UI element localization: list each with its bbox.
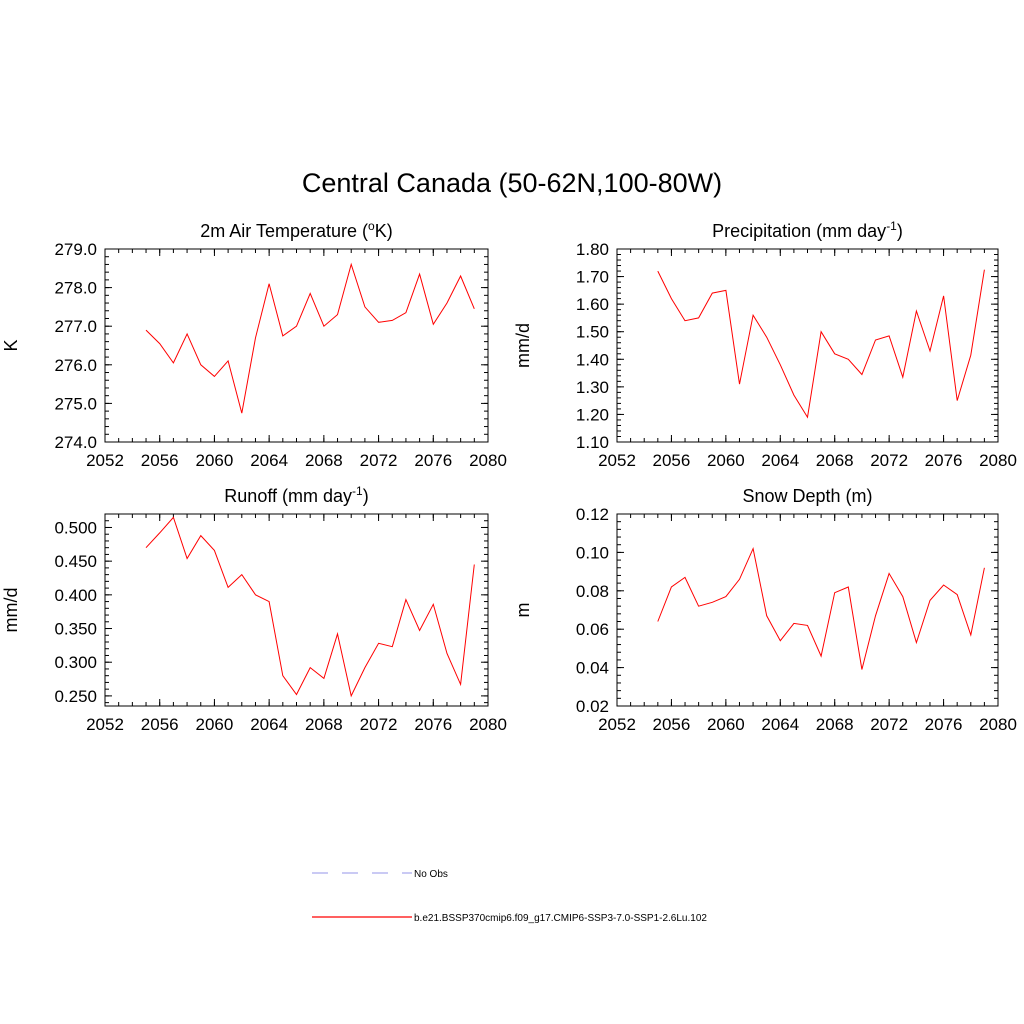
y-tick-label: 274.0: [54, 433, 97, 452]
legend-label: b.e21.BSSP370cmip6.f09_g17.CMIP6-SSP3-7.…: [414, 913, 707, 924]
panel-title-suffix: K): [375, 221, 393, 241]
chart-panel-3: Runoff (mm day-1) mm/d 0.250 0.300 0.350 0.40…: [1, 484, 507, 734]
x-tick-label: 2052: [598, 715, 636, 734]
plot-frame: [104, 248, 489, 443]
panel-title-superscript: o: [368, 219, 375, 233]
panel-title: Precipitation (mm day-1): [712, 219, 903, 241]
y-tick-label: 0.350: [54, 620, 97, 639]
x-tick-label: 2068: [305, 715, 343, 734]
x-tick-label: 2068: [305, 451, 343, 470]
series-line: [657, 546, 985, 670]
x-tick-label: 2080: [979, 451, 1017, 470]
x-tick-label: 2072: [870, 451, 908, 470]
panel-title-superscript: -1: [352, 484, 363, 498]
y-tick-label: 278.0: [54, 279, 97, 298]
x-tick-label: 2072: [360, 451, 398, 470]
y-tick-label: 1.80: [576, 240, 609, 259]
panel-title-text: 2m Air Temperature (: [200, 221, 368, 241]
panel-title-text: Snow Depth (m): [742, 486, 872, 506]
x-tick-label: 2072: [360, 715, 398, 734]
y-tick-label: 0.12: [576, 505, 609, 524]
y-tick-label: 0.300: [54, 653, 97, 672]
y-tick-label: 0.06: [576, 620, 609, 639]
y-tick-label: 275.0: [54, 394, 97, 413]
y-tick-label: 0.400: [54, 586, 97, 605]
panel-title-suffix: ): [363, 486, 369, 506]
x-tick-label: 2080: [469, 715, 507, 734]
x-tick-label: 2080: [979, 715, 1017, 734]
x-tick-label: 2056: [141, 451, 179, 470]
y-tick-label: 0.250: [54, 687, 97, 706]
y-tick-label: 0.450: [54, 552, 97, 571]
y-tick-label: 1.40: [576, 350, 609, 369]
x-tick-label: 2060: [196, 715, 234, 734]
series-line: [145, 262, 475, 414]
y-tick-label: 1.20: [576, 405, 609, 424]
x-tick-label: 2060: [707, 451, 745, 470]
x-tick-label: 2064: [250, 451, 288, 470]
x-tick-label: 2076: [414, 451, 452, 470]
x-tick-label: 2068: [816, 451, 854, 470]
panel-title: Snow Depth (m): [742, 486, 872, 506]
plot-frame: [616, 513, 999, 707]
y-tick-label: 277.0: [54, 317, 97, 336]
y-tick-label: 1.50: [576, 323, 609, 342]
x-tick-label: 2076: [925, 451, 963, 470]
legend-label: No Obs: [414, 869, 448, 880]
y-tick-label: 0.500: [54, 518, 97, 537]
y-tick-label: 279.0: [54, 240, 97, 259]
y-axis-label: mm/d: [513, 323, 533, 368]
x-tick-label: 2068: [816, 715, 854, 734]
panel-title-superscript: -1: [886, 219, 897, 233]
x-tick-label: 2064: [761, 715, 799, 734]
x-tick-label: 2052: [86, 451, 124, 470]
y-tick-label: 0.08: [576, 582, 609, 601]
y-tick-label: 0.10: [576, 543, 609, 562]
panel-title: 2m Air Temperature (oK): [200, 219, 392, 241]
legend: No Obs b.e21.BSSP370cmip6.f09_g17.CMIP6-S…: [312, 869, 707, 924]
main-title: Central Canada (50-62N,100-80W): [301, 168, 723, 198]
panel-title: Runoff (mm day-1): [224, 484, 368, 506]
y-tick-label: 276.0: [54, 356, 97, 375]
x-tick-label: 2080: [469, 451, 507, 470]
chart-panel-2: Precipitation (mm day-1) mm/d 1.10 1.20 1.30…: [513, 219, 1017, 470]
x-tick-label: 2072: [870, 715, 908, 734]
panel-title-text: Runoff (mm day: [224, 486, 352, 506]
y-tick-label: 0.02: [576, 697, 609, 716]
x-tick-label: 2076: [925, 715, 963, 734]
chart-panel-4: Snow Depth (m) m 0.02 0.04 0.06 0.08 0.10 0.12 2…: [513, 486, 1017, 734]
x-tick-label: 2076: [414, 715, 452, 734]
x-tick-label: 2060: [707, 715, 745, 734]
panel-title-text: Precipitation (mm day: [712, 221, 886, 241]
y-axis-label: m: [513, 603, 533, 618]
x-tick-label: 2064: [761, 451, 799, 470]
x-tick-label: 2060: [196, 451, 234, 470]
y-axis-label: mm/d: [1, 588, 21, 633]
y-tick-label: 1.30: [576, 378, 609, 397]
y-tick-label: 0.04: [576, 659, 609, 678]
chart-panel-1: 2m Air Temperature (oK) K 274.0 275.0 276.0 2…: [1, 219, 507, 470]
x-tick-label: 2056: [141, 715, 179, 734]
plot-frame: [616, 248, 999, 443]
x-tick-label: 2056: [653, 715, 691, 734]
y-tick-label: 1.60: [576, 295, 609, 314]
x-tick-label: 2064: [250, 715, 288, 734]
x-tick-label: 2056: [653, 451, 691, 470]
series-line: [657, 269, 985, 419]
y-tick-label: 1.70: [576, 268, 609, 287]
x-tick-label: 2052: [86, 715, 124, 734]
panel-title-suffix: ): [897, 221, 903, 241]
x-tick-label: 2052: [598, 451, 636, 470]
y-axis-label: K: [1, 339, 21, 351]
series-line: [145, 516, 475, 698]
y-tick-label: 1.10: [576, 433, 609, 452]
